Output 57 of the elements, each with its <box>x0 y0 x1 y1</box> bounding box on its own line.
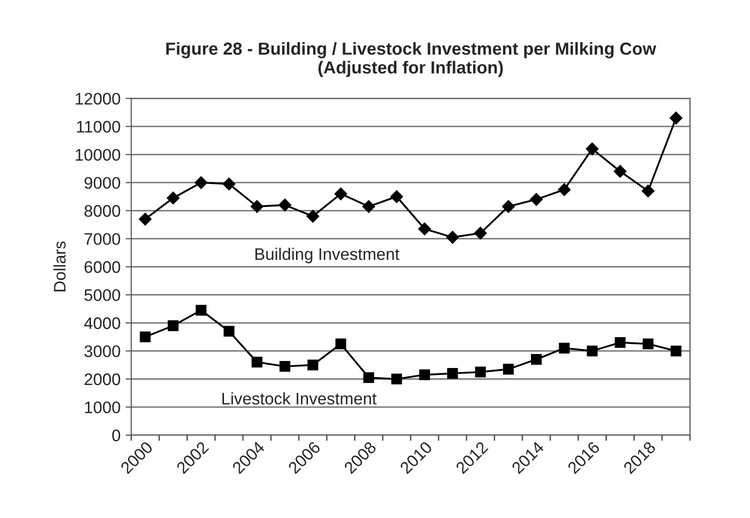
point <box>558 183 571 196</box>
point <box>140 332 151 342</box>
point <box>586 142 599 156</box>
point <box>670 112 682 124</box>
point <box>419 369 430 380</box>
point <box>670 346 682 356</box>
point <box>252 356 262 368</box>
point <box>390 190 404 204</box>
point <box>224 326 234 337</box>
point <box>642 338 654 350</box>
y-tick-label: 7000 <box>84 233 120 245</box>
chart-title: Figure 28 - Building / Livestock Investment per Milking Cow (Adjusted for Inflation) <box>166 42 656 78</box>
y-tick-label: 2000 <box>84 373 120 386</box>
point <box>250 200 264 213</box>
y-tick-label: 11000 <box>76 120 120 133</box>
point <box>642 184 655 198</box>
point <box>363 372 374 383</box>
point <box>138 212 152 226</box>
y-tick-label: 12000 <box>76 92 120 105</box>
point <box>530 193 543 206</box>
series-label: Livestock Investment <box>222 392 377 405</box>
y-tick-label: 3000 <box>84 345 120 358</box>
y-tick-label: 0 <box>112 430 120 442</box>
point <box>280 360 290 372</box>
point <box>335 338 346 350</box>
point <box>530 354 542 365</box>
y-tick-label: 9000 <box>84 176 120 189</box>
y-tick-label: 10000 <box>76 148 120 161</box>
point <box>503 364 514 375</box>
point <box>447 368 458 379</box>
point <box>418 222 432 236</box>
point <box>166 192 180 204</box>
point <box>194 176 208 190</box>
point <box>334 187 348 200</box>
point <box>307 360 318 370</box>
y-tick-label: 5000 <box>84 289 120 302</box>
point <box>196 304 206 316</box>
point <box>222 178 236 190</box>
y-tick-label: 1000 <box>85 401 120 414</box>
point <box>391 374 402 384</box>
y-tick-label: 8000 <box>84 205 120 217</box>
point <box>586 346 598 356</box>
series-label: Building Investment <box>255 248 400 264</box>
y-tick-label: 6000 <box>84 261 120 273</box>
point <box>475 366 486 378</box>
point <box>474 226 487 240</box>
point <box>614 337 626 348</box>
point <box>558 342 570 354</box>
point <box>362 200 376 213</box>
point <box>446 230 459 244</box>
point <box>614 164 627 178</box>
point <box>278 198 292 212</box>
y-tick-label: 4000 <box>84 317 120 330</box>
point <box>502 200 515 213</box>
y-axis-title: Dollars <box>53 241 66 292</box>
point <box>306 210 320 223</box>
point <box>168 320 179 332</box>
